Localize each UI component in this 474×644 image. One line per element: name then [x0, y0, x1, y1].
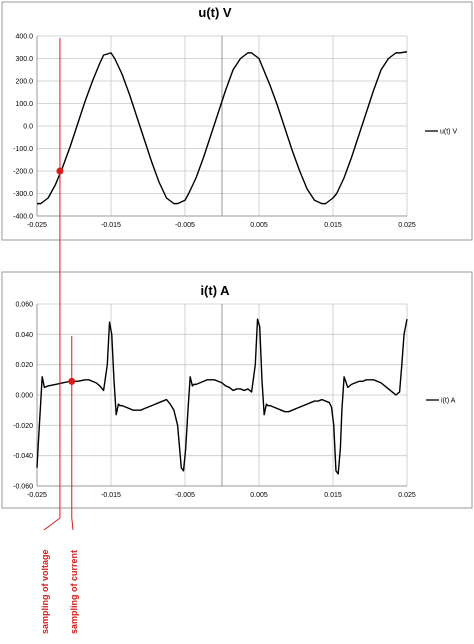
- chart-title-voltage: u(t) V: [198, 5, 232, 20]
- sampling-leader-voltage: [43, 517, 61, 531]
- axes-voltage: 400.0 300.0 200.0 100.0 0.0 -100.0 -200.0 -300.…: [13, 34, 416, 230]
- legend-label-current: i(t) A: [441, 398, 456, 405]
- x-tick-label: -0.005: [175, 222, 195, 229]
- x-tick-label: 0.015: [324, 492, 342, 499]
- y-tick-label: 300.0: [15, 56, 33, 63]
- y-tick-label: -0.040: [13, 453, 33, 460]
- y-tick-label: 100.0: [15, 101, 33, 108]
- x-tick-label: -0.015: [101, 222, 121, 229]
- legend-voltage: u(t) V: [425, 129, 457, 136]
- x-tick-label: 0.005: [250, 492, 268, 499]
- y-tick-label: -100.0: [13, 146, 33, 153]
- y-tick-label: -0.020: [13, 423, 33, 430]
- chart-frame-current: [1, 271, 473, 509]
- current-chart: i(t) A 0.060 0.040 0.020 0.000 -0.020 -0.040 -…: [13, 283, 456, 499]
- sample-point-current: [68, 377, 76, 385]
- y-tick-label: -400.0: [13, 214, 33, 221]
- x-tick-label: 0.025: [398, 222, 416, 229]
- legend-current: i(t) A: [426, 398, 456, 405]
- series-voltage: [37, 51, 408, 205]
- x-tick-label: -0.015: [101, 492, 121, 499]
- x-tick-label: 0.025: [398, 492, 416, 499]
- x-tick-label: 0.005: [250, 222, 268, 229]
- y-tick-label: -300.0: [13, 191, 33, 198]
- sampling-leader-current: [71, 517, 74, 531]
- x-tick-label: -0.005: [175, 492, 195, 499]
- y-tick-label: 200.0: [15, 79, 33, 86]
- label-sampling-voltage: sampling of voltage: [40, 549, 50, 634]
- series-line: [37, 51, 408, 205]
- y-tick-label: -0.060: [13, 484, 33, 491]
- voltage-chart: u(t) V 400.0 300.0 200.0 100.0 0.0 -100.0 -200…: [13, 5, 457, 229]
- y-tick-label: -200.0: [13, 169, 33, 176]
- chart-title-current: i(t) A: [200, 283, 230, 298]
- y-tick-label: 0.0: [23, 124, 33, 131]
- x-tick-label: 0.015: [324, 222, 342, 229]
- sample-point-voltage: [56, 167, 64, 175]
- label-sampling-current: sampling of current: [69, 550, 79, 634]
- x-tick-label: -0.025: [27, 492, 47, 499]
- legend-label-voltage: u(t) V: [440, 129, 457, 136]
- y-tick-label: 400.0: [15, 34, 33, 41]
- y-tick-label: 0.040: [15, 332, 33, 339]
- sampling-annotations: [43, 38, 76, 531]
- y-tick-label: 0.060: [15, 302, 33, 309]
- series-line: [36, 318, 408, 475]
- x-tick-label: -0.025: [27, 222, 47, 229]
- axes-current: 0.0600.0400.0200.000-0.020-0.040-0.060-0…: [13, 302, 416, 500]
- y-tick-label: 0.020: [15, 362, 33, 369]
- y-tick-label: 0.000: [15, 393, 33, 400]
- chart-frame-voltage: [1, 1, 473, 241]
- series-current: [36, 318, 408, 475]
